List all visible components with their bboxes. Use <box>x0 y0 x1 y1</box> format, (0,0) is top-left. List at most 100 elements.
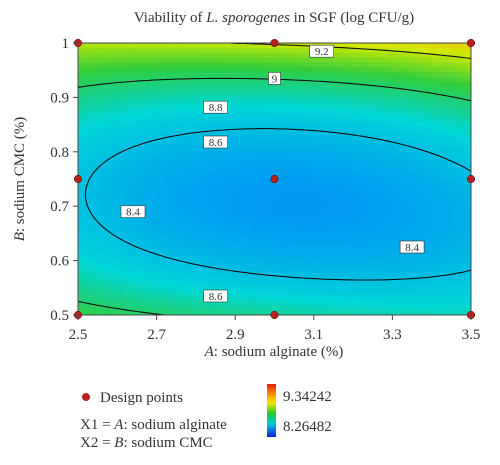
heatmap-cell <box>102 222 109 229</box>
heatmap-cell <box>451 130 457 136</box>
heatmap-cell <box>245 193 251 200</box>
heatmap-cell <box>377 242 384 248</box>
heatmap-cell <box>186 203 192 209</box>
heatmap-cell <box>466 261 471 268</box>
heatmap-cell <box>328 305 335 311</box>
heatmap-cell <box>338 135 344 141</box>
heatmap-cell <box>318 251 325 258</box>
heatmap-cell <box>82 169 89 175</box>
heatmap-cell <box>274 222 281 229</box>
heatmap-cell <box>259 43 266 49</box>
heatmap-cell <box>397 213 403 219</box>
heatmap-cell <box>431 77 438 83</box>
heatmap-cell <box>186 57 192 64</box>
heatmap-cell <box>431 130 438 136</box>
heatmap-cell <box>461 91 467 98</box>
heatmap-cell <box>171 140 177 146</box>
heatmap-cell <box>426 154 433 161</box>
heatmap-cell <box>97 305 104 311</box>
heatmap-cell <box>195 208 202 214</box>
heatmap-cell <box>141 174 148 180</box>
heatmap-cell <box>436 193 443 200</box>
heatmap-cell <box>107 81 113 88</box>
heatmap-cell <box>284 111 290 117</box>
heatmap-cell <box>122 149 128 156</box>
heatmap-cell <box>136 169 143 175</box>
heatmap-cell <box>426 305 433 311</box>
heatmap-cell <box>402 208 408 214</box>
heatmap-cell <box>254 305 261 311</box>
heatmap-cell <box>156 285 163 292</box>
heatmap-cell <box>353 193 359 200</box>
heatmap-cell <box>431 290 438 297</box>
heatmap-cell <box>441 300 448 306</box>
heatmap-cell <box>318 217 325 224</box>
heatmap-cell <box>294 62 300 68</box>
heatmap-cell <box>466 149 471 156</box>
heatmap-cell <box>235 169 241 175</box>
heatmap-cell <box>274 305 281 311</box>
heatmap-cell <box>451 140 457 146</box>
heatmap-cell <box>171 222 177 229</box>
heatmap-cell <box>166 111 172 117</box>
heatmap-cell <box>416 179 423 185</box>
heatmap-cell <box>240 295 246 302</box>
heatmap-cell <box>402 300 408 306</box>
heatmap-cell <box>358 72 364 78</box>
heatmap-cell <box>407 145 413 151</box>
heatmap-cell <box>407 174 413 180</box>
heatmap-cell <box>421 174 428 180</box>
heatmap-cell <box>82 101 89 107</box>
heatmap-cell <box>318 81 325 88</box>
heatmap-cell <box>87 256 94 263</box>
heatmap-cell <box>132 135 138 141</box>
heatmap-cell <box>397 300 403 306</box>
heatmap-cell <box>348 106 354 112</box>
heatmap-cell <box>377 198 384 204</box>
heatmap-cell <box>289 237 295 243</box>
heatmap-cell <box>446 217 452 224</box>
heatmap-cell <box>166 140 172 146</box>
heatmap-cell <box>92 183 99 190</box>
heatmap-cell <box>392 198 398 204</box>
heatmap-cell <box>343 305 349 311</box>
heatmap-cell <box>181 145 187 151</box>
heatmap-cell <box>343 130 349 136</box>
heatmap-cell <box>220 232 226 238</box>
heatmap-cell <box>259 159 266 166</box>
heatmap-cell <box>230 261 236 268</box>
heatmap-cell <box>151 154 158 161</box>
heatmap-cell <box>412 72 418 78</box>
heatmap-cell <box>377 290 384 297</box>
heatmap-cell <box>343 115 349 122</box>
heatmap-cell <box>112 52 118 59</box>
heatmap-cell <box>323 130 330 136</box>
heatmap-cell <box>451 295 457 302</box>
heatmap-cell <box>235 305 241 311</box>
heatmap-cell <box>407 217 413 224</box>
heatmap-cell <box>205 149 212 156</box>
heatmap-cell <box>299 242 305 248</box>
heatmap-cell <box>230 91 236 98</box>
heatmap-cell <box>279 193 285 200</box>
heatmap-cell <box>431 227 438 234</box>
heatmap-cell <box>190 222 197 229</box>
heatmap-cell <box>181 247 187 253</box>
heatmap-cell <box>456 52 462 59</box>
heatmap-cell <box>269 261 276 268</box>
heatmap-cell <box>151 43 158 49</box>
heatmap-cell <box>294 276 300 282</box>
heatmap-cell <box>353 149 359 156</box>
heatmap-cell <box>146 159 153 166</box>
heatmap-cell <box>387 81 393 88</box>
heatmap-cell <box>441 101 448 107</box>
heatmap-cell <box>127 81 133 88</box>
heatmap-cell <box>171 115 177 122</box>
heatmap-cell <box>397 159 403 166</box>
heatmap-cell <box>348 57 354 64</box>
heatmap-cell <box>318 91 325 98</box>
heatmap-cell <box>225 222 231 229</box>
heatmap-cell <box>249 164 256 170</box>
heatmap-cell <box>421 169 428 175</box>
heatmap-cell <box>254 256 261 263</box>
